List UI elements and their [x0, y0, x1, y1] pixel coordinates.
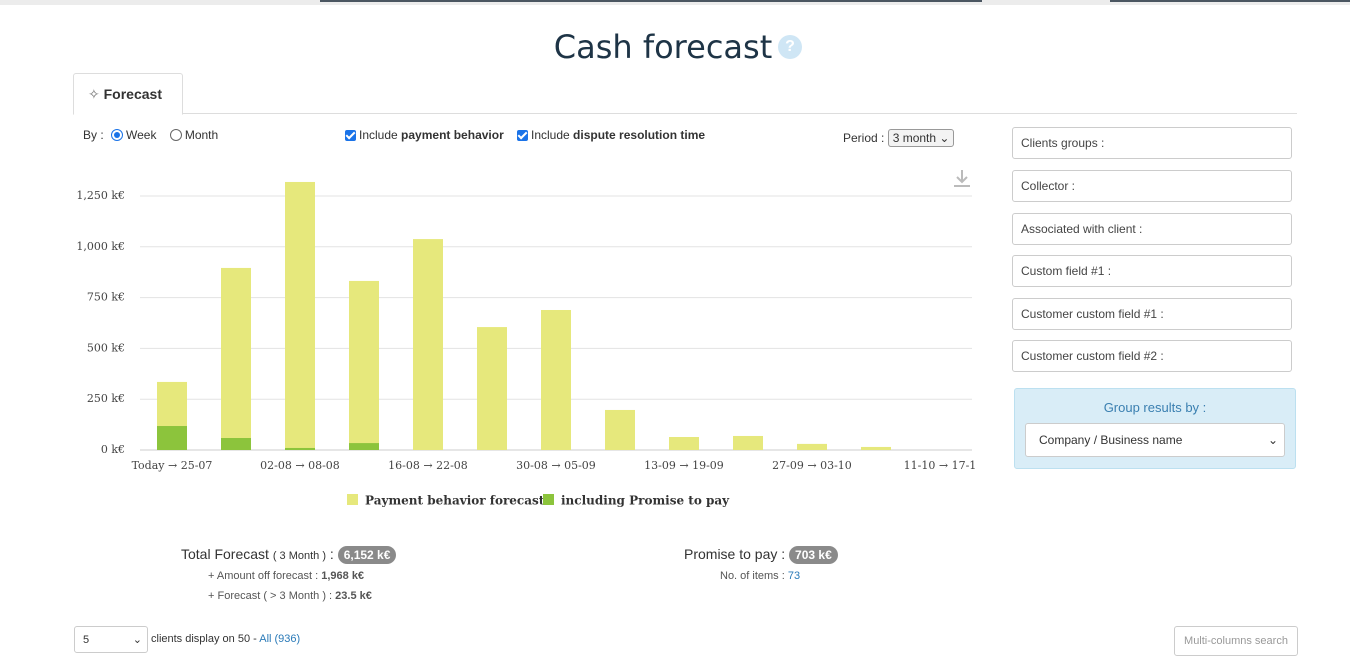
beyond-forecast: + Forecast ( > 3 Month ) : 23.5 k€	[208, 590, 372, 602]
checkbox-label: Include	[531, 128, 570, 142]
bar	[221, 438, 251, 450]
download-arrow	[956, 176, 968, 184]
group-box: Group results by : Company / Business na…	[1014, 388, 1296, 469]
amount-off-label: + Amount off forecast :	[208, 570, 319, 582]
bar	[349, 443, 379, 450]
bar	[285, 181, 315, 451]
top-bar-segment	[320, 0, 982, 2]
filter-field[interactable]: Customer custom field #2 :	[1012, 340, 1292, 372]
items-value[interactable]: 73	[787, 570, 801, 582]
bar	[541, 309, 571, 450]
y-tick-label: 1,250 k€	[76, 189, 125, 202]
x-tick-label: 02-08 → 08-08	[260, 459, 340, 472]
radio-label: Week	[126, 128, 157, 142]
filter-field[interactable]: Custom field #1 :	[1012, 255, 1292, 287]
filter-field[interactable]: Clients groups :	[1012, 127, 1292, 159]
group-select[interactable]: Company / Business name ⌄	[1025, 423, 1285, 457]
radio-label: Month	[184, 128, 219, 142]
title-text: Cash forecast	[553, 28, 773, 66]
period-control: Period : 3 month ⌄	[843, 129, 955, 147]
include-payment[interactable]: Include payment behavior	[345, 128, 504, 142]
x-tick-label: 13-09 → 19-09	[644, 459, 724, 472]
filter-field[interactable]: Customer custom field #1 :	[1012, 298, 1292, 330]
x-tick-label: 30-08 → 05-09	[516, 459, 596, 472]
page-size-select[interactable]: 5 ⌄	[74, 626, 148, 653]
bar	[157, 426, 187, 450]
promise-label: Promise to pay :	[684, 546, 786, 562]
amount-off: + Amount off forecast : 1,968 k€	[208, 570, 364, 582]
promise-badge: 703 k€	[789, 546, 838, 564]
checkbox[interactable]	[517, 130, 528, 141]
x-tick-label: 16-08 → 22-08	[388, 459, 468, 472]
checkbox-label: Include	[359, 128, 398, 142]
beyond-value: 23.5 k€	[335, 590, 372, 602]
total-forecast: Total Forecast ( 3 Month ) : 6,152 k€	[181, 546, 397, 564]
search-button[interactable]: Multi-columns search	[1174, 626, 1298, 656]
bar	[861, 446, 891, 450]
beyond-label: + Forecast ( > 3 Month ) :	[208, 590, 333, 602]
bar	[221, 267, 251, 450]
bar	[797, 443, 827, 450]
total-period: ( 3 Month )	[272, 550, 327, 562]
by-label: By :	[83, 128, 104, 142]
items-count: No. of items : 73	[720, 570, 800, 582]
tab-label: Forecast	[103, 86, 162, 102]
checkbox[interactable]	[345, 130, 356, 141]
y-tick-label: 250 k€	[87, 392, 125, 405]
include-dispute[interactable]: Include dispute resolution time	[517, 128, 705, 142]
items-label: No. of items :	[720, 570, 785, 582]
tab-divider	[73, 113, 1297, 114]
x-tick-label: 11-10 → 17-1	[904, 459, 977, 472]
checkbox-label-bold: dispute resolution time	[573, 128, 706, 142]
colon: :	[329, 546, 334, 562]
period-value: 3 month	[892, 131, 937, 145]
bar	[733, 435, 763, 450]
group-label: Group results by :	[1103, 400, 1207, 415]
bar	[605, 409, 635, 450]
x-tick-label: Today → 25-07	[132, 459, 213, 472]
display-text: clients display on 50 -	[151, 633, 257, 645]
y-tick-label: 0 k€	[101, 443, 125, 456]
bar	[413, 239, 443, 450]
legend-label: including Promise to pay	[561, 494, 730, 508]
display-info: clients display on 50 - All (936)	[151, 633, 300, 645]
total-badge: 6,152 k€	[337, 546, 397, 564]
top-bar	[0, 0, 1350, 5]
page-title: Cash forecast	[0, 28, 1326, 66]
amount-off-value: 1,968 k€	[321, 570, 365, 582]
legend-swatch	[347, 494, 358, 505]
checkbox-label-bold: payment behavior	[401, 128, 504, 142]
bar	[669, 436, 699, 450]
x-tick-label: 27-09 → 03-10	[772, 459, 852, 472]
total-label: Total Forecast	[181, 546, 269, 562]
bar	[349, 280, 379, 450]
legend-label: Payment behavior forecast	[365, 494, 545, 508]
legend-swatch	[543, 494, 554, 505]
period-select[interactable]: 3 month ⌄	[887, 129, 955, 147]
filter-field[interactable]: Associated with client :	[1012, 213, 1292, 245]
bar	[285, 447, 315, 450]
all-link[interactable]: All (936)	[259, 633, 301, 645]
filter-field[interactable]: Collector :	[1012, 170, 1292, 202]
page-size-value: 5	[83, 634, 90, 646]
chart: 0 k€ 250 k€ 500 k€ 750 k€ 1,000 k€ 1,250 k€ To…	[76, 170, 977, 508]
y-tick-label: 500 k€	[87, 341, 125, 354]
tab[interactable]: ✧ Forecast	[73, 73, 183, 115]
y-tick-label: 750 k€	[87, 291, 125, 304]
by-control: By : Week Month	[83, 128, 218, 142]
y-tick-label: 1,000 k€	[76, 240, 125, 253]
top-bar-segment	[1110, 0, 1350, 2]
help-icon[interactable]: ?	[778, 35, 802, 59]
bar	[477, 327, 507, 450]
radio-week[interactable]	[111, 129, 124, 141]
radio-month[interactable]	[169, 129, 182, 141]
group-value: Company / Business name	[1039, 433, 1183, 447]
download-icon[interactable]	[954, 170, 970, 187]
period-label: Period :	[843, 131, 885, 145]
promise-to-pay: Promise to pay : 703 k€	[684, 546, 838, 564]
